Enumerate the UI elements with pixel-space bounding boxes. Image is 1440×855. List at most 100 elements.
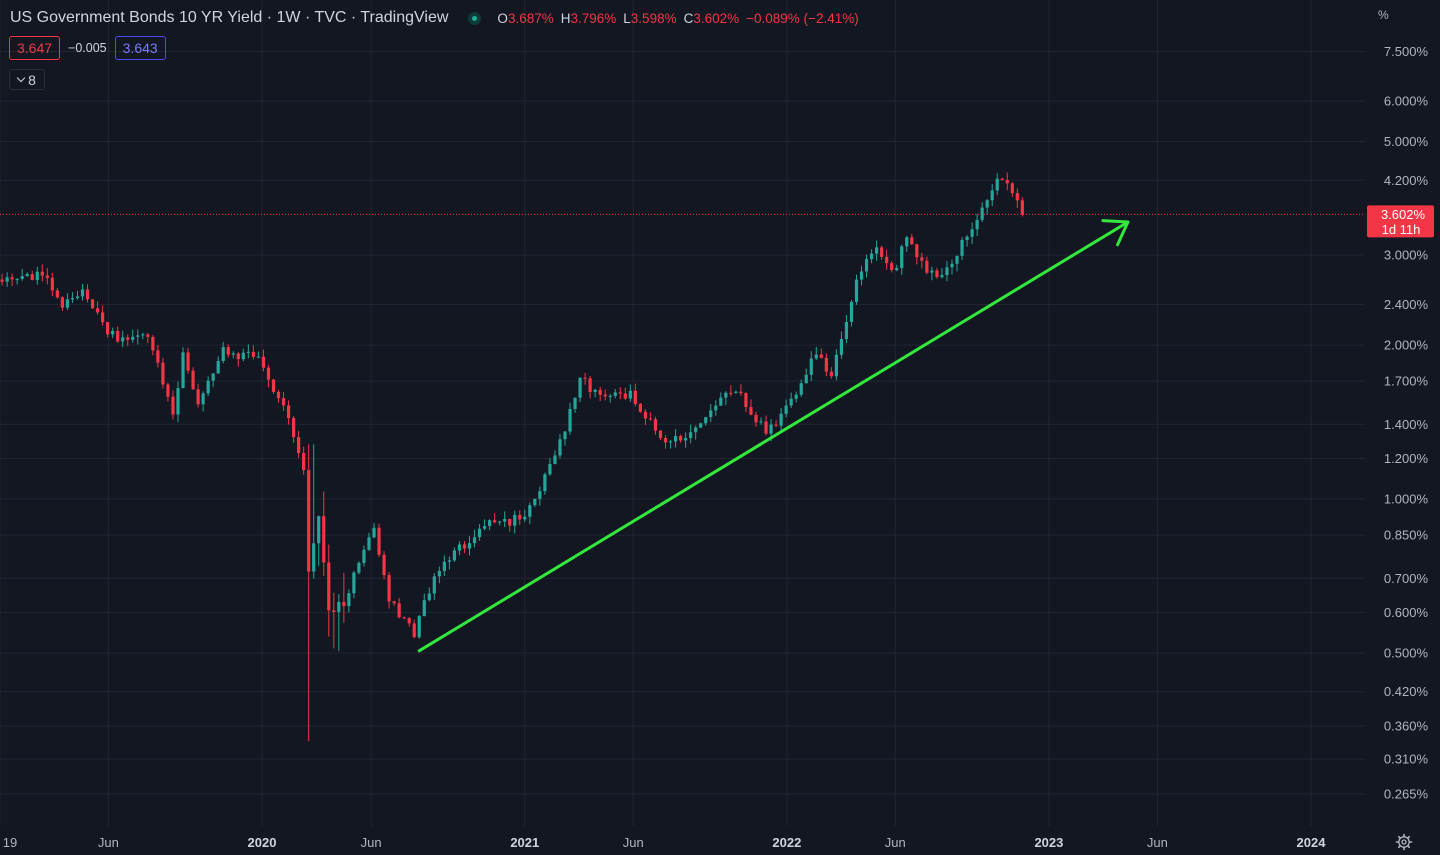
price-tick-label: 1.400% bbox=[1384, 417, 1429, 432]
candle-body bbox=[337, 601, 341, 612]
candle-body bbox=[824, 357, 828, 372]
candle-body bbox=[920, 257, 924, 261]
candle-body bbox=[789, 398, 793, 406]
time-axis[interactable]: 19 Jun 2020 Jun 2021 Jun 2022 Jun 2023 Jun 2024 bbox=[0, 826, 1365, 855]
candle-body bbox=[523, 516, 527, 520]
candle-body bbox=[1015, 193, 1019, 201]
candle-body bbox=[362, 549, 366, 563]
candle-body bbox=[764, 421, 768, 434]
candle-body bbox=[518, 514, 522, 520]
candle-body bbox=[196, 389, 200, 405]
candle-body bbox=[940, 275, 944, 278]
price-axis[interactable]: % 7.500% 6.000% 5.000% 4.200% 3.000% 2.400% 2.0… bbox=[1365, 0, 1440, 855]
candle-body bbox=[392, 601, 396, 604]
candle-body bbox=[452, 550, 457, 561]
open-value: 3.687% bbox=[507, 10, 554, 26]
candle-body bbox=[271, 379, 276, 392]
low-key: L bbox=[623, 10, 631, 26]
candle-body bbox=[417, 616, 421, 638]
price-tick-label: 3.000% bbox=[1384, 248, 1429, 263]
overlays bbox=[0, 213, 1365, 653]
candle-body bbox=[498, 521, 502, 523]
candle-body bbox=[633, 390, 637, 404]
market-status-icon[interactable] bbox=[468, 11, 482, 25]
candle-body bbox=[719, 397, 723, 406]
price-tick-label: 0.600% bbox=[1384, 605, 1429, 620]
time-tick-label: 2020 bbox=[248, 835, 277, 850]
candle-body bbox=[749, 407, 753, 415]
gear-icon[interactable] bbox=[1395, 833, 1413, 851]
candle-body bbox=[965, 236, 969, 240]
buy-button[interactable]: 3.643 bbox=[114, 36, 166, 60]
candle-body bbox=[513, 514, 517, 526]
candle-body bbox=[1005, 180, 1009, 184]
candle-body bbox=[849, 301, 854, 323]
candle-body bbox=[623, 393, 627, 399]
candle-body bbox=[910, 237, 914, 245]
time-tick-label: 2023 bbox=[1034, 835, 1063, 850]
candle-body bbox=[839, 339, 844, 355]
candle-body bbox=[668, 441, 673, 443]
candle-body bbox=[131, 336, 135, 340]
candle-body bbox=[226, 347, 230, 355]
candle-body bbox=[332, 610, 336, 612]
candle-body bbox=[1010, 183, 1014, 194]
time-tick-label: 2021 bbox=[510, 835, 539, 850]
candle-body bbox=[457, 544, 462, 551]
candle-body bbox=[307, 470, 311, 572]
candle-body bbox=[312, 543, 316, 572]
indicators-count: 8 bbox=[28, 71, 36, 88]
candle-body bbox=[608, 395, 612, 397]
candle-body bbox=[573, 397, 577, 409]
candle-body bbox=[25, 274, 29, 277]
indicators-toggle-button[interactable]: 8 bbox=[9, 69, 45, 90]
candle-body bbox=[734, 391, 738, 393]
candle-body bbox=[121, 337, 125, 342]
candle-body bbox=[558, 439, 562, 456]
candle-body bbox=[101, 312, 105, 323]
bar-countdown: 1d 11h bbox=[1382, 222, 1421, 237]
candle-body bbox=[618, 392, 622, 394]
candle-body bbox=[261, 356, 266, 368]
close-value: 3.602% bbox=[693, 10, 740, 26]
candle-body bbox=[106, 322, 110, 335]
sell-button[interactable]: 3.647 bbox=[9, 36, 61, 60]
candle-body bbox=[925, 260, 929, 273]
price-tick-label: 0.500% bbox=[1384, 646, 1429, 661]
candle-body bbox=[598, 389, 602, 395]
candle-body bbox=[251, 351, 255, 357]
candle-body bbox=[181, 352, 185, 389]
candle-body bbox=[50, 277, 54, 291]
symbol-title[interactable]: US Government Bonds 10 YR Yield · 1W · T… bbox=[10, 9, 449, 26]
candle-body bbox=[442, 561, 446, 571]
quote-row: 3.647 −0.005 3.643 bbox=[9, 36, 166, 60]
ohlc-values: O3.687% H3.796% L3.598% C3.602% −0.089% … bbox=[497, 11, 858, 26]
candle-body bbox=[553, 455, 557, 464]
candle-body bbox=[779, 413, 783, 426]
candle-body bbox=[663, 438, 668, 443]
candle-body bbox=[266, 367, 271, 380]
candle-body bbox=[186, 352, 190, 371]
candle-body bbox=[975, 219, 979, 230]
candle-body bbox=[35, 271, 39, 280]
candle-body bbox=[689, 432, 693, 439]
candle-body bbox=[543, 474, 547, 492]
candle-body bbox=[834, 354, 839, 377]
candle-body bbox=[864, 259, 869, 272]
time-tick-label: 2024 bbox=[1297, 835, 1327, 850]
candle-body bbox=[955, 255, 959, 264]
candle-body bbox=[201, 393, 205, 405]
time-tick-label: Jun bbox=[361, 835, 382, 850]
candle-body bbox=[161, 362, 165, 385]
candle-body bbox=[60, 297, 64, 308]
candle-body bbox=[477, 528, 482, 538]
candle-body bbox=[126, 337, 130, 340]
candle-body bbox=[377, 527, 381, 555]
price-tick-label: 5.000% bbox=[1384, 134, 1429, 149]
candle-body bbox=[30, 274, 34, 280]
price-tick-label: 4.200% bbox=[1384, 173, 1429, 188]
candle-body bbox=[462, 544, 467, 549]
candle-body bbox=[146, 334, 150, 337]
candle-body bbox=[116, 330, 120, 342]
